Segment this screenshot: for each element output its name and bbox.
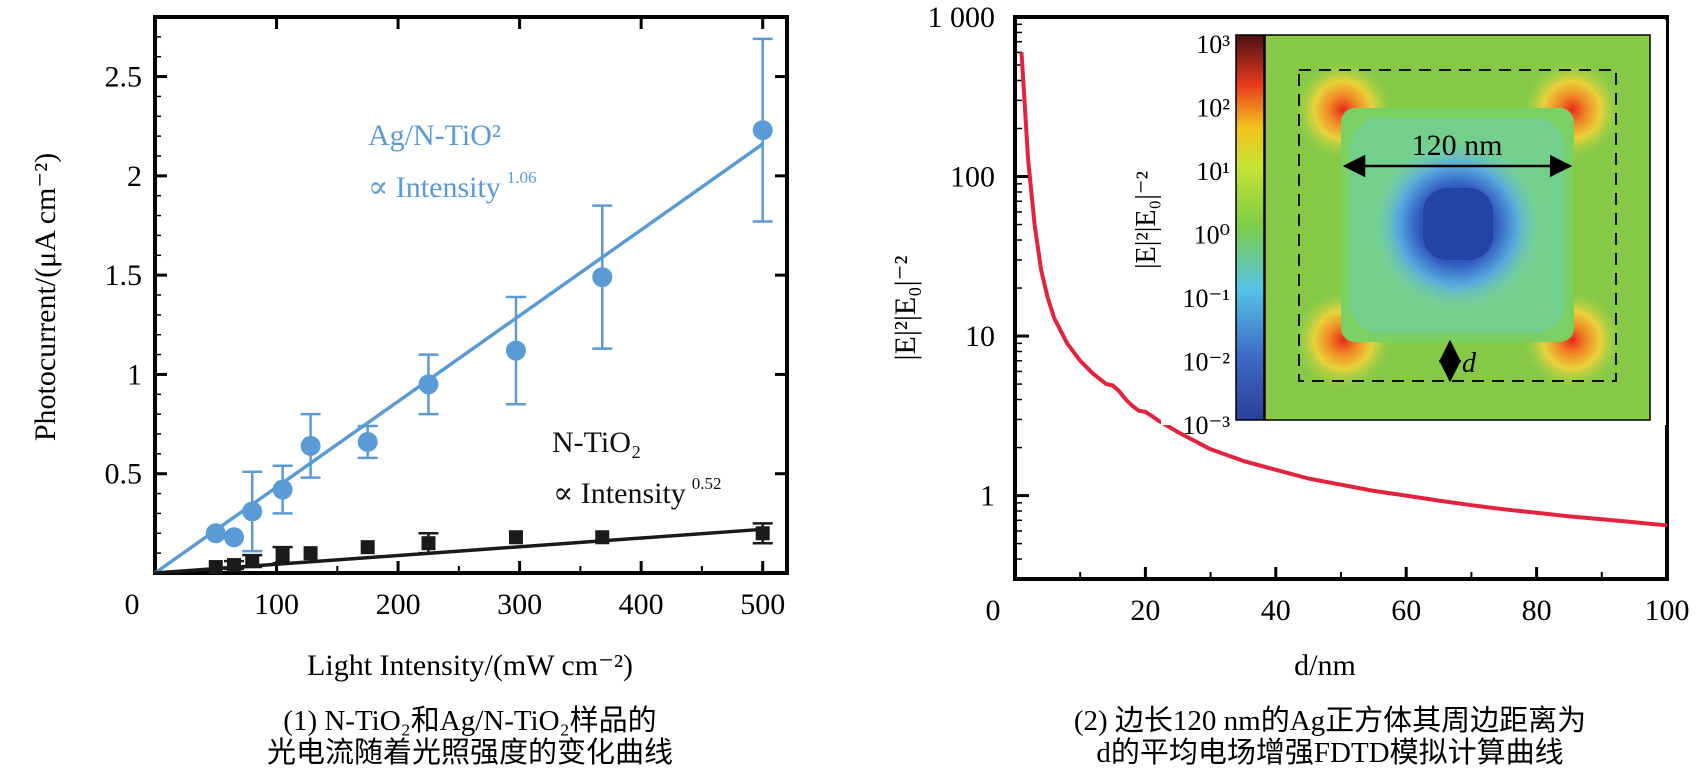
caption-panel-2: (2) 边长120 nm的Ag正方体其周边距离为 d的平均电场增强FDTD模拟计… — [1050, 705, 1610, 769]
axis-ticks — [1013, 15, 1669, 580]
x-tick-label: 60 — [1391, 594, 1421, 627]
fdtd-inset: 10³ 10² 10¹ 10⁰ 10⁻¹ 10⁻² 10⁻³ |E|²|E₀|⁻² 120 … — [1131, 20, 1666, 440]
y-axis-label: |E|²|E₀|⁻² — [889, 256, 922, 361]
ag-series-annotation: ∝ Intensity 1.06 — [368, 168, 537, 204]
x-tick-label: 100 — [254, 588, 299, 621]
colorbar-tick-label: 10¹ — [1196, 157, 1230, 186]
dimension-label: 120 nm — [1412, 129, 1503, 162]
colorbar-tick-label: 10⁻³ — [1182, 411, 1230, 440]
data-point — [755, 526, 770, 541]
y-tick-label: 1 — [980, 480, 995, 513]
data-point — [360, 540, 375, 555]
series-line — [1019, 52, 1668, 528]
enhancement-curve — [1019, 52, 1668, 528]
caption-panel-1: (1) N-TiO₂和Ag/N-TiO₂样品的 光电流随着光照强度的变化曲线 — [230, 705, 710, 769]
fit-line — [153, 142, 764, 575]
data-point — [508, 530, 523, 545]
data-point — [505, 340, 526, 361]
colorbar-tick-labels: 10³ 10² 10¹ 10⁰ 10⁻¹ 10⁻² 10⁻³ — [1182, 30, 1230, 440]
data-point — [595, 530, 610, 545]
data-point — [227, 558, 241, 573]
gap-label: d — [1462, 348, 1477, 379]
data-point — [421, 536, 436, 551]
caption-line: (2) 边长120 nm的Ag正方体其周边距离为 — [1073, 705, 1587, 737]
x-axis-label: d/nm — [1294, 649, 1356, 682]
y-tick-label: 0.5 — [105, 458, 143, 491]
x-tick-label: 0 — [125, 588, 140, 621]
data-point — [357, 431, 378, 452]
data-point — [592, 267, 613, 288]
colorbar-tick-label: 10⁻² — [1182, 348, 1230, 377]
colorbar-label: |E|²|E₀|⁻² — [1131, 171, 1162, 269]
ntio2-series-label: N-TiO₂ — [552, 426, 641, 459]
data-point — [300, 435, 321, 456]
caption-line: d的平均电场增强FDTD模拟计算曲线 — [1096, 737, 1564, 769]
colorbar-tick-label: 10⁻¹ — [1182, 284, 1230, 313]
y-tick-label: 100 — [950, 161, 995, 194]
x-tick-label: 500 — [740, 588, 785, 621]
x-axis-label: Light Intensity/(mW cm⁻²) — [307, 649, 633, 682]
x-tick-label: 200 — [376, 588, 421, 621]
colorbar-tick-label: 10³ — [1196, 30, 1230, 59]
x-tick-label: 300 — [497, 588, 542, 621]
y-tick-label: 1 000 — [928, 1, 996, 34]
x-tick-label: 100 — [1645, 594, 1690, 627]
x-tick-label: 40 — [1261, 594, 1291, 627]
tick-labels: 0 20 40 60 80 100 1 10 100 1 000 — [928, 1, 1690, 627]
data-point — [245, 554, 260, 569]
y-tick-label: 10 — [965, 320, 995, 353]
colorbar — [1235, 34, 1265, 421]
x-tick-label: 80 — [1522, 594, 1552, 627]
field-map: 120 nm d — [1264, 34, 1651, 421]
cold-core — [1423, 188, 1493, 260]
data-point — [303, 546, 318, 561]
x-tick-label: 20 — [1130, 594, 1160, 627]
y-tick-label: 1.5 — [105, 259, 143, 292]
tick-labels: 0 100 200 300 400 500 0.5 1 1.5 2 2.5 — [105, 61, 786, 621]
y-axis-label: Photocurrent/(μA cm⁻²) — [29, 153, 62, 441]
data-point — [208, 560, 223, 575]
data-point — [418, 374, 439, 395]
ag-series-label: Ag/N-TiO² — [368, 119, 501, 152]
data-point — [242, 501, 263, 522]
photocurrent-chart: 0 100 200 300 400 500 0.5 1 1.5 2 2.5 Light Intens… — [29, 15, 789, 682]
data-point — [205, 523, 226, 544]
x-tick-label: 0 — [986, 594, 1001, 627]
y-tick-label: 2.5 — [105, 61, 143, 94]
data-point — [272, 479, 293, 500]
ntio2-series-annotation: ∝ Intensity 0.52 — [553, 474, 722, 510]
data-point — [752, 120, 773, 141]
data-markers — [205, 120, 773, 575]
x-tick-label: 400 — [619, 588, 664, 621]
data-point — [224, 527, 244, 548]
y-tick-label: 2 — [127, 160, 142, 193]
y-tick-label: 1 — [127, 358, 142, 391]
colorbar-tick-label: 10⁰ — [1194, 221, 1230, 250]
data-point — [275, 548, 290, 563]
colorbar-tick-label: 10² — [1196, 94, 1230, 123]
caption-line: 光电流随着光照强度的变化曲线 — [266, 737, 673, 769]
caption-line: (1) N-TiO₂和Ag/N-TiO₂样品的 — [283, 705, 657, 737]
